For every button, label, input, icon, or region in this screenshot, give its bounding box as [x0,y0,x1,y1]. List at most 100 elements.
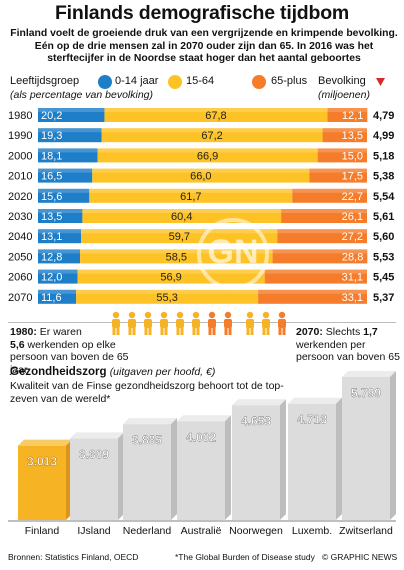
person-leg-icon [212,327,216,335]
person-leg-icon [262,327,266,335]
person-body-icon [208,319,216,328]
legend-label-65plus: 65-plus [271,75,308,87]
bar-side [390,370,396,520]
bar-top [70,432,124,439]
bar-side [336,397,342,520]
person-leg-icon [196,327,200,335]
data-label: 58,5 [166,251,187,263]
bar-segment [281,209,367,223]
data-label: 67,2 [201,130,222,142]
person-leg-icon [144,327,148,335]
data-label: 60,4 [171,211,192,223]
page-subtitle: Finland voelt de groeiende druk van een … [10,28,398,65]
note-2070-text: Slechts [322,326,364,338]
population-value: 4,79 [373,110,394,122]
data-label: 19,3 [41,130,62,142]
data-label: 33,1 [342,292,363,304]
data-label: 20,2 [41,110,62,122]
data-label: 28,8 [342,251,363,263]
person-leg-icon [224,327,228,335]
person-head-icon [192,311,200,319]
bar-shine [77,269,265,274]
bar-segment [89,188,293,203]
note-1980-value: 5,6 [10,338,25,351]
data-label: 12,1 [342,110,363,122]
bar-shine [317,148,367,153]
bar-segment [38,269,78,284]
bar-segment [258,289,367,304]
bar-segment [38,168,93,183]
bar [123,424,171,520]
bar [70,438,118,520]
person-body-icon [192,319,200,328]
data-label: 26,1 [342,211,363,223]
bar-segment [76,289,259,304]
legend-group-sub: (als percentage van bevolking) [10,89,154,101]
bar-shine [272,249,368,254]
bar-shine [101,128,323,133]
person-body-icon [246,319,254,328]
note-2070-value: 1,7 [363,326,378,338]
bar-shine [38,148,98,153]
bar [18,445,66,520]
data-label: 4.002 [186,430,216,444]
bar-top [232,399,286,406]
data-label: 66,0 [190,171,211,183]
year-label: 2010 [8,171,32,183]
bar-shine [38,108,105,112]
baseline [8,520,396,522]
year-label: 2050 [8,251,32,263]
person-body-icon [112,319,120,328]
data-label: 3.013 [27,455,57,469]
data-label: 15,0 [342,150,363,162]
bar-top [342,370,396,377]
bar-shine [322,128,367,133]
bar-shine [89,188,293,193]
person-body-icon [224,319,232,328]
bar-top [123,418,177,425]
bar-side [171,418,177,520]
legend-dot-65plus [252,75,266,89]
population-label: Bevolking [318,75,366,87]
note-1980-year: 1980: [10,326,37,338]
population-value: 5,53 [373,251,394,263]
year-label: 2040 [8,231,32,243]
health-title: Gezondheidszorg (uitgaven per hoofd, €) [10,366,215,378]
bar-segment [292,188,367,203]
footer-credit: © GRAPHIC NEWS [322,552,398,562]
data-label: 15,6 [41,191,62,203]
bar-shine [38,209,83,213]
bar-top [288,397,342,404]
bar-segment [272,249,368,264]
category-label: Finland [25,525,60,537]
bar-segment [264,269,367,284]
population-value: 5,61 [373,211,394,223]
person-body-icon [160,319,168,328]
category-label: Luxemb. [292,525,332,537]
bar-shine [82,209,282,213]
category-label: IJsland [77,525,110,537]
health-spending-chart: 3.013 Finland 3.309 IJsland 3.885 Nederland 4.… [8,370,396,537]
data-label: 12,8 [41,251,62,263]
bar-shine [38,128,102,133]
bar-segment [38,289,77,304]
population-value: 5,38 [373,171,394,183]
note-1980-rest: werkenden op elke persoon van boven de 6… [10,338,129,376]
bar-segment [92,168,310,183]
data-label: 17,5 [342,171,363,183]
bar-shine [38,289,77,294]
person-head-icon [128,311,136,319]
bar-shine [327,108,368,112]
bar-segment [38,249,81,264]
legend-dot-0-14 [98,75,112,89]
person-leg-icon [148,327,152,335]
bar-shine [38,269,78,274]
population-value: 5,45 [373,272,394,284]
graphic-news-watermark: GN [197,218,269,290]
note-2070-year: 2070: [296,326,323,338]
data-label: 61,7 [180,191,201,203]
category-label: Zwitserland [339,525,393,537]
bar-side [118,432,124,520]
person-body-icon [262,319,270,328]
bar-shine [92,168,310,173]
